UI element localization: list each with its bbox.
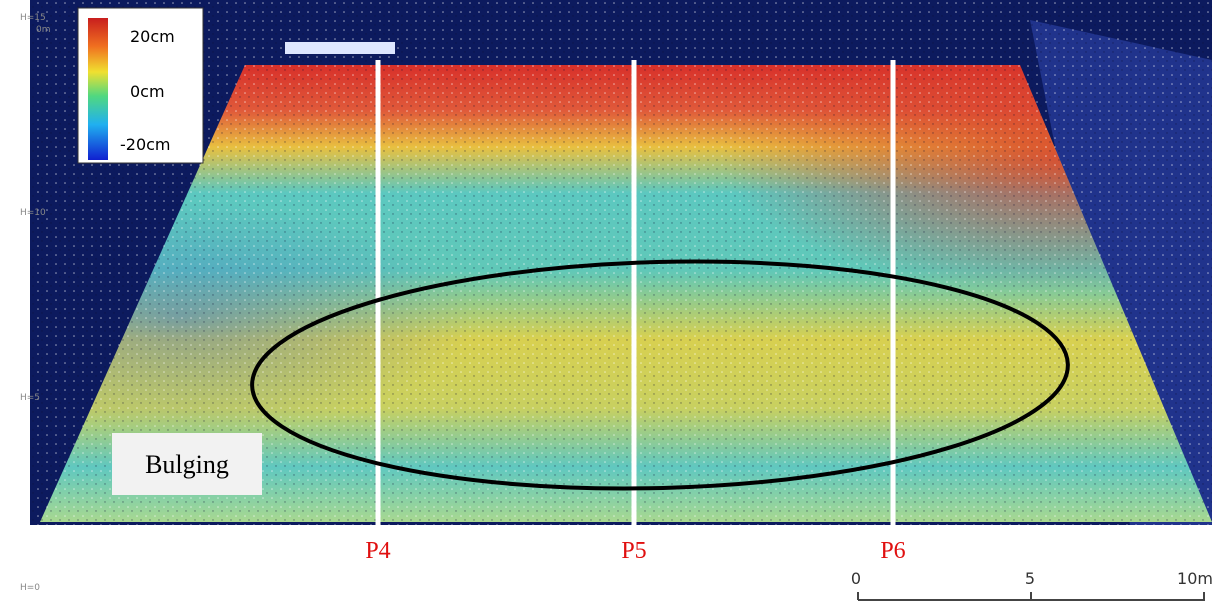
annotation: Bulging <box>145 450 229 479</box>
height-label: H=15 <box>20 13 46 23</box>
scale-label: 0 <box>851 569 861 588</box>
bulging-ellipse <box>250 259 1070 491</box>
scale-label: 5 <box>1025 569 1035 588</box>
height-label: H=0 <box>20 583 40 593</box>
wall-texture <box>40 65 1212 522</box>
scale-label: 10m <box>1177 569 1212 588</box>
height-label: 0m <box>36 25 51 35</box>
scale-bar: 0 5 10m <box>851 569 1212 601</box>
height-label: H=5 <box>20 393 40 403</box>
legend-label: -20cm <box>120 135 171 154</box>
profile-label: P6 <box>880 538 905 564</box>
profile-label: P4 <box>365 538 390 564</box>
top-marker <box>285 42 395 54</box>
legend-colorbar <box>88 18 108 160</box>
height-label: H=10 <box>20 208 46 218</box>
legend-label: 0cm <box>130 82 165 101</box>
legend-label: 20cm <box>130 27 175 46</box>
profile-label: P5 <box>621 538 646 564</box>
annotation-box <box>112 433 262 495</box>
